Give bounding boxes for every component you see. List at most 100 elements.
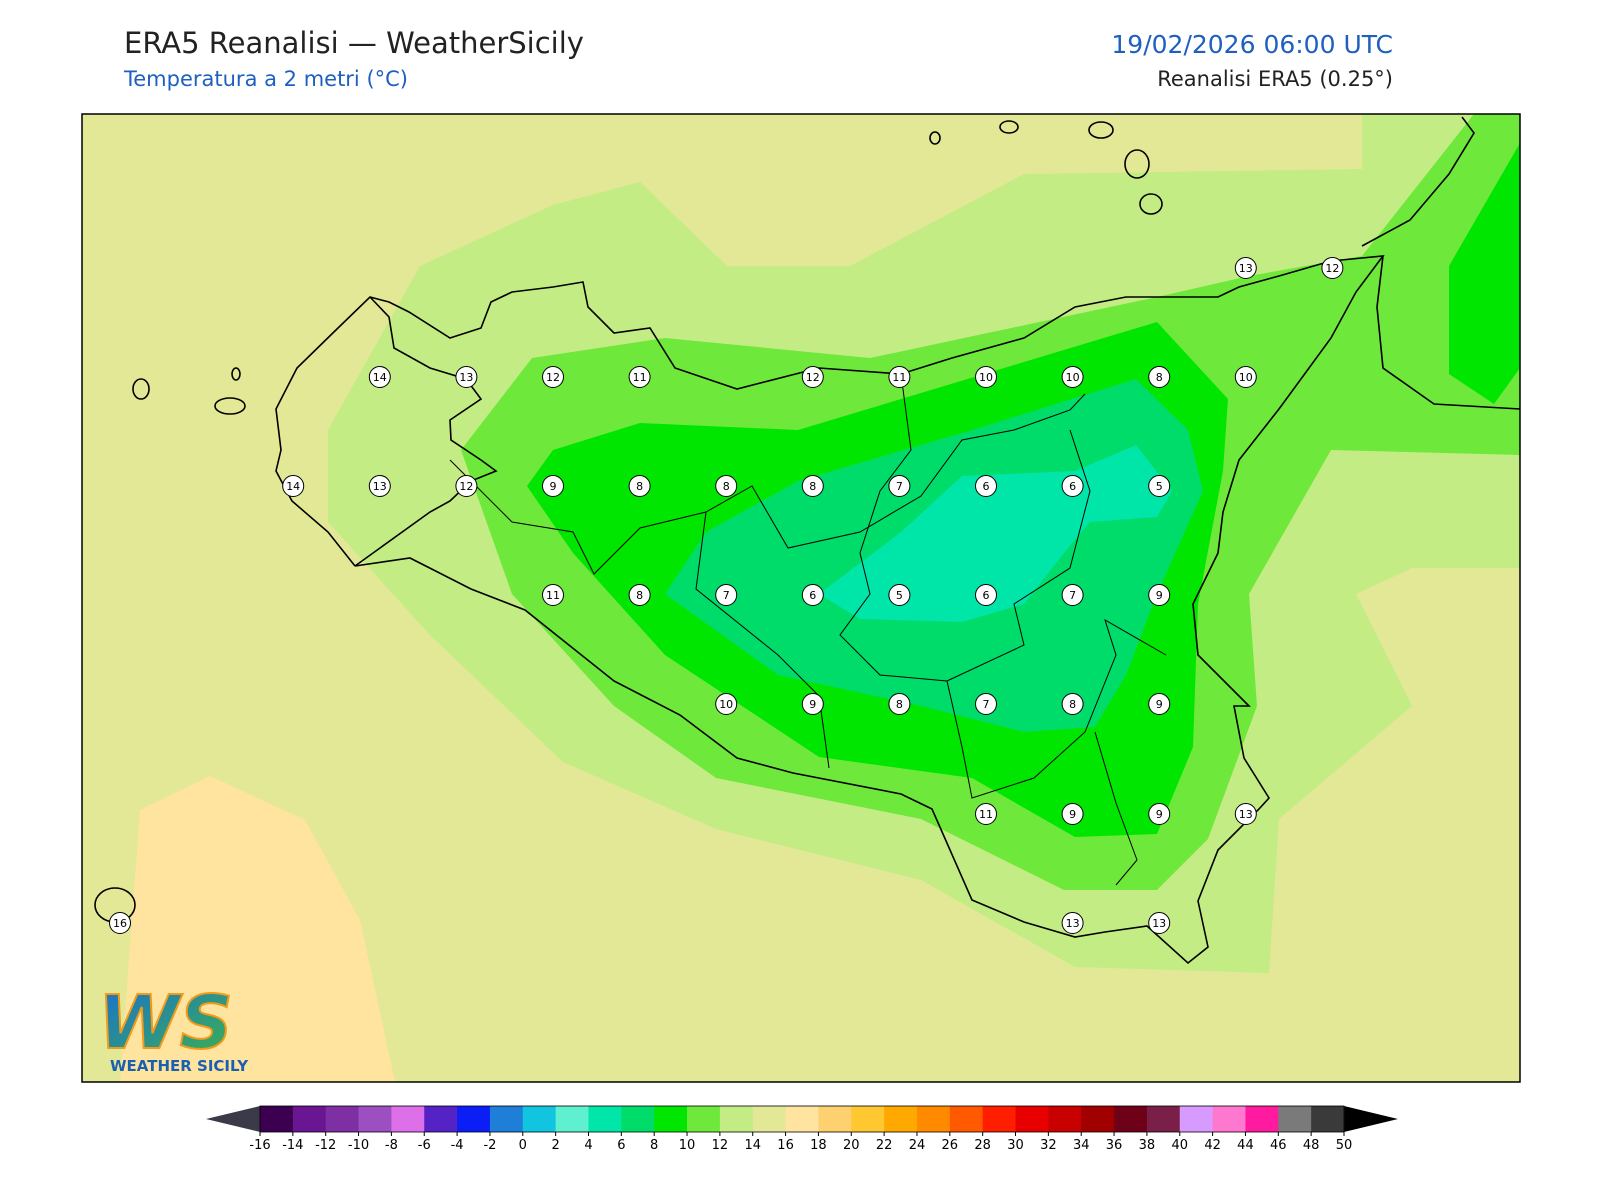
colorbar-tick-label: 18 (810, 1138, 827, 1153)
field-8-10-east (1449, 143, 1520, 404)
label-marker (888, 584, 911, 606)
label-marker (888, 366, 911, 388)
colorbar-tick-label: 34 (1073, 1138, 1090, 1153)
grid-value: 8 (636, 589, 643, 602)
island (1088, 121, 1114, 139)
border (946, 618, 1167, 799)
label-marker (1148, 693, 1171, 715)
colorbar-segment (818, 1106, 852, 1132)
label-marker (1148, 366, 1171, 388)
label-marker (368, 366, 391, 388)
grid-value: 11 (979, 808, 993, 821)
map: 13 12 14 13 12 11 12 11 10 10 8 10 14 13 12 9 8 8 8 7 6 6 5 11 8… (82, 114, 1520, 1082)
label-marker (542, 584, 564, 606)
logo-text: WEATHER SICILY (110, 1057, 249, 1075)
label-marker (975, 366, 997, 388)
grid-value: 7 (983, 698, 990, 711)
label-marker (628, 475, 651, 497)
grid-labels: 13 12 14 13 12 11 12 11 10 10 8 10 14 13 12 9 8 8 8 7 6 6 5 11 8… (109, 257, 1344, 934)
grid-value: 14 (286, 480, 300, 493)
calabria-coast-north (1361, 116, 1475, 247)
grid-value: 13 (1152, 917, 1166, 930)
label-marker (975, 693, 997, 715)
colorbar-tick-label: 8 (650, 1138, 658, 1153)
colorbar-segment (1146, 1106, 1181, 1132)
grid-value: 13 (1066, 917, 1080, 930)
grid-value: 7 (1069, 589, 1076, 602)
title: ERA5 Reanalisi — WeatherSicily (124, 26, 584, 60)
grid-value: 8 (896, 698, 903, 711)
colorbar-tick-label: -6 (418, 1138, 431, 1153)
label-marker (888, 475, 911, 497)
colorbar-tick-label: 50 (1336, 1138, 1353, 1153)
colorbar-tick-label: -14 (282, 1138, 303, 1153)
colorbar-tick-label: 24 (909, 1138, 926, 1153)
label-marker (975, 584, 997, 606)
colorbar-segment (1278, 1106, 1312, 1132)
colorbar: -16 -14 -12 -10 -8 -6 -4 -2 0 2 4 6 8 10 12 14 16 18 20 22 2… (206, 1105, 1398, 1153)
colorbar-segment (1081, 1106, 1115, 1132)
colorbar-segment (292, 1106, 327, 1132)
logo: WS WEATHER SICILY (97, 979, 249, 1075)
grid-value: 5 (896, 589, 903, 602)
colorbar-segment (424, 1106, 458, 1132)
colorbar-segment (555, 1106, 589, 1132)
label-marker (801, 366, 824, 388)
colorbar-tick-label: -2 (483, 1138, 496, 1153)
grid-value: 16 (113, 917, 127, 930)
colorbar-tick-label: -8 (385, 1138, 398, 1153)
label-marker (1061, 366, 1084, 388)
colorbar-segment (1114, 1106, 1148, 1132)
colorbar-segment (916, 1106, 951, 1132)
colorbar-tick-label: 10 (679, 1138, 696, 1153)
island (132, 378, 150, 400)
label-marker (975, 475, 997, 497)
colorbar-tick-label: 22 (876, 1138, 893, 1153)
label-marker (1148, 803, 1171, 825)
island (1124, 149, 1150, 179)
colorbar-segment (489, 1106, 524, 1132)
label-marker (1321, 257, 1344, 279)
colorbar-segment (391, 1106, 425, 1132)
colorbar-tick-label: 16 (777, 1138, 794, 1153)
colorbar-segment (654, 1106, 688, 1132)
colorbar-segment (949, 1106, 984, 1132)
field-16-18 (120, 776, 395, 1082)
grid-value: 6 (809, 589, 816, 602)
colorbar-segment (621, 1106, 655, 1132)
label-marker (109, 912, 131, 934)
colorbar-tick-label: 12 (712, 1138, 729, 1153)
grid-value: 5 (1156, 480, 1163, 493)
colorbar-tick-label: -10 (348, 1138, 369, 1153)
grid-value: 8 (809, 480, 816, 493)
border (1094, 731, 1138, 886)
grid-value: 11 (546, 589, 560, 602)
grid-value: 12 (459, 480, 473, 493)
colorbar-frame (259, 1105, 1345, 1133)
colorbar-segment (358, 1106, 392, 1132)
grid-value: 10 (719, 698, 733, 711)
colorbar-tick-label: 36 (1106, 1138, 1123, 1153)
island (999, 120, 1019, 134)
colorbar-segment (260, 1106, 294, 1132)
grid-value: 10 (979, 371, 993, 384)
calabria-coast (1376, 255, 1520, 410)
grid-value: 9 (550, 480, 557, 493)
colorbar-tick-label: 4 (584, 1138, 592, 1153)
island (929, 131, 941, 145)
field-4-6 (819, 445, 1172, 622)
colorbar-under (206, 1106, 260, 1132)
grid-value: 9 (1069, 808, 1076, 821)
grid-value: 12 (806, 371, 820, 384)
label-marker (975, 803, 997, 825)
grid-value: 12 (1325, 262, 1339, 275)
colorbar-segment (1015, 1106, 1049, 1132)
grid-value: 6 (983, 480, 990, 493)
colorbar-segment (1311, 1106, 1345, 1132)
label-marker (1234, 257, 1257, 279)
grid-value: 7 (896, 480, 903, 493)
label-marker (801, 693, 824, 715)
colorbar-tick-label: 48 (1303, 1138, 1320, 1153)
label-marker (1148, 912, 1171, 934)
